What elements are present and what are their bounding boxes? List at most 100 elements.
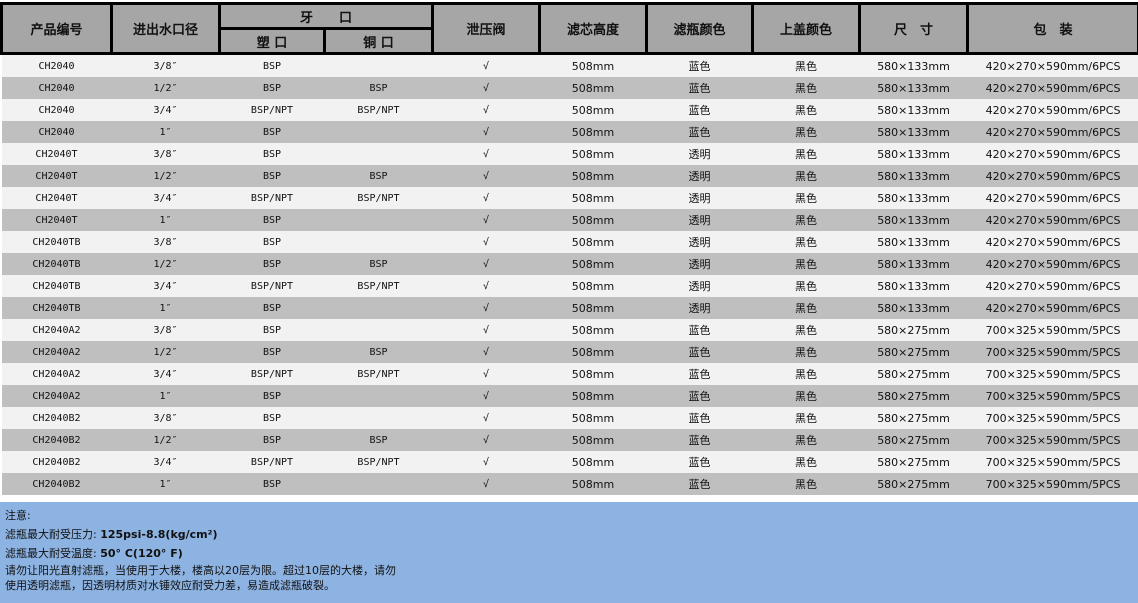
cell-cap-color: 黑色 bbox=[752, 77, 860, 99]
cell-copper-thread bbox=[324, 297, 433, 319]
cell-inlet: 3/4″ bbox=[111, 187, 220, 209]
cell-inlet: 1/2″ bbox=[111, 429, 220, 451]
cell-package: 700×325×590mm/5PCS bbox=[967, 473, 1138, 495]
cell-inlet: 1/2″ bbox=[111, 341, 220, 363]
cell-model: CH2040A2 bbox=[1, 341, 112, 363]
header-inlet: 进出水口径 bbox=[110, 2, 221, 55]
notes-panel: 注意: 滤瓶最大耐受压力: 125psi-8.8(kg/cm²) 滤瓶最大耐受温… bbox=[0, 502, 1138, 603]
cell-valve: √ bbox=[432, 187, 540, 209]
cell-inlet: 3/4″ bbox=[111, 363, 220, 385]
table-row: CH2040 1/2″ BSP BSP √ 508mm 蓝色 黑色 580×133mm 420×2… bbox=[1, 77, 1138, 99]
cell-copper-thread: BSP bbox=[324, 165, 433, 187]
cell-inlet: 1″ bbox=[111, 385, 220, 407]
table-row: CH2040T 1″ BSP √ 508mm 透明 黑色 580×133mm 420×270×5… bbox=[1, 209, 1138, 231]
cell-bowl-color: 蓝色 bbox=[646, 319, 753, 341]
cell-valve: √ bbox=[432, 341, 540, 363]
cell-bowl-color: 蓝色 bbox=[646, 451, 753, 473]
cell-copper-thread bbox=[324, 473, 433, 495]
cell-package: 700×325×590mm/5PCS bbox=[967, 451, 1138, 473]
cell-copper-thread: BSP/NPT bbox=[324, 187, 433, 209]
cell-valve: √ bbox=[432, 363, 540, 385]
cell-plastic-thread: BSP bbox=[219, 429, 325, 451]
cell-bowl-color: 蓝色 bbox=[646, 53, 753, 77]
cell-cap-color: 黑色 bbox=[752, 473, 860, 495]
cell-bowl-color: 透明 bbox=[646, 253, 753, 275]
cell-cap-color: 黑色 bbox=[752, 407, 860, 429]
cell-copper-thread: BSP bbox=[324, 429, 433, 451]
pressure-label: 滤瓶最大耐受压力: bbox=[5, 528, 97, 541]
cell-copper-thread bbox=[324, 231, 433, 253]
cell-bowl-color: 透明 bbox=[646, 143, 753, 165]
cell-bowl-color: 透明 bbox=[646, 187, 753, 209]
cell-valve: √ bbox=[432, 385, 540, 407]
cell-copper-thread: BSP bbox=[324, 253, 433, 275]
cell-plastic-thread: BSP bbox=[219, 165, 325, 187]
cell-plastic-thread: BSP bbox=[219, 121, 325, 143]
cell-height: 508mm bbox=[539, 363, 647, 385]
cell-valve: √ bbox=[432, 253, 540, 275]
cell-plastic-thread: BSP/NPT bbox=[219, 451, 325, 473]
cell-copper-thread: BSP bbox=[324, 77, 433, 99]
header-valve: 泄压阀 bbox=[431, 2, 542, 55]
cell-model: CH2040T bbox=[1, 165, 112, 187]
cell-size: 580×275mm bbox=[859, 451, 968, 473]
cell-height: 508mm bbox=[539, 429, 647, 451]
table-row: CH2040T 3/8″ BSP √ 508mm 透明 黑色 580×133mm 420×270… bbox=[1, 143, 1138, 165]
header-bowl-color: 滤瓶颜色 bbox=[645, 2, 755, 55]
cell-copper-thread: BSP bbox=[324, 341, 433, 363]
cell-valve: √ bbox=[432, 451, 540, 473]
table-row: CH2040TB 1″ BSP √ 508mm 透明 黑色 580×133mm 420×270×… bbox=[1, 297, 1138, 319]
cell-inlet: 1″ bbox=[111, 473, 220, 495]
product-spec-table: 产品编号 进出水口径 牙 口 泄压阀 滤芯高度 滤瓶颜色 上盖颜色 尺 寸 包 … bbox=[0, 2, 1138, 495]
table-row: CH2040TB 3/4″ BSP/NPT BSP/NPT √ 508mm 透明 黑色 580×… bbox=[1, 275, 1138, 297]
cell-cap-color: 黑色 bbox=[752, 319, 860, 341]
cell-model: CH2040TB bbox=[1, 275, 112, 297]
cell-inlet: 1/2″ bbox=[111, 165, 220, 187]
cell-copper-thread: BSP/NPT bbox=[324, 99, 433, 121]
cell-copper-thread: BSP/NPT bbox=[324, 451, 433, 473]
cell-valve: √ bbox=[432, 407, 540, 429]
cell-inlet: 3/4″ bbox=[111, 451, 220, 473]
cell-size: 580×133mm bbox=[859, 187, 968, 209]
cell-height: 508mm bbox=[539, 53, 647, 77]
cell-package: 420×270×590mm/6PCS bbox=[967, 53, 1138, 77]
cell-valve: √ bbox=[432, 121, 540, 143]
cell-valve: √ bbox=[432, 143, 540, 165]
cell-package: 420×270×590mm/6PCS bbox=[967, 187, 1138, 209]
header-cap-color: 上盖颜色 bbox=[751, 2, 862, 55]
header-size: 尺 寸 bbox=[858, 2, 970, 55]
cell-inlet: 1/2″ bbox=[111, 253, 220, 275]
header-package: 包 装 bbox=[966, 2, 1138, 55]
cell-cap-color: 黑色 bbox=[752, 253, 860, 275]
cell-plastic-thread: BSP/NPT bbox=[219, 187, 325, 209]
cell-plastic-thread: BSP bbox=[219, 297, 325, 319]
table-row: CH2040TB 1/2″ BSP BSP √ 508mm 透明 黑色 580×133mm 420… bbox=[1, 253, 1138, 275]
cell-copper-thread bbox=[324, 385, 433, 407]
cell-cap-color: 黑色 bbox=[752, 341, 860, 363]
cell-cap-color: 黑色 bbox=[752, 143, 860, 165]
cell-model: CH2040 bbox=[1, 99, 112, 121]
cell-inlet: 1″ bbox=[111, 121, 220, 143]
cell-bowl-color: 透明 bbox=[646, 209, 753, 231]
cell-copper-thread bbox=[324, 319, 433, 341]
cell-height: 508mm bbox=[539, 165, 647, 187]
notes-title: 注意: bbox=[5, 509, 31, 522]
cell-cap-color: 黑色 bbox=[752, 187, 860, 209]
header-height: 滤芯高度 bbox=[538, 2, 649, 55]
cell-plastic-thread: BSP/NPT bbox=[219, 275, 325, 297]
cell-size: 580×133mm bbox=[859, 209, 968, 231]
cell-height: 508mm bbox=[539, 121, 647, 143]
cell-cap-color: 黑色 bbox=[752, 99, 860, 121]
cell-size: 580×133mm bbox=[859, 77, 968, 99]
cell-valve: √ bbox=[432, 99, 540, 121]
cell-size: 580×275mm bbox=[859, 319, 968, 341]
cell-height: 508mm bbox=[539, 77, 647, 99]
cell-size: 580×133mm bbox=[859, 99, 968, 121]
table-row: CH2040A2 1/2″ BSP BSP √ 508mm 蓝色 黑色 580×275mm 700… bbox=[1, 341, 1138, 363]
cell-valve: √ bbox=[432, 473, 540, 495]
cell-inlet: 3/8″ bbox=[111, 319, 220, 341]
cell-size: 580×275mm bbox=[859, 363, 968, 385]
cell-height: 508mm bbox=[539, 385, 647, 407]
cell-bowl-color: 蓝色 bbox=[646, 429, 753, 451]
pressure-value: 125psi-8.8(kg/cm²) bbox=[100, 528, 218, 541]
